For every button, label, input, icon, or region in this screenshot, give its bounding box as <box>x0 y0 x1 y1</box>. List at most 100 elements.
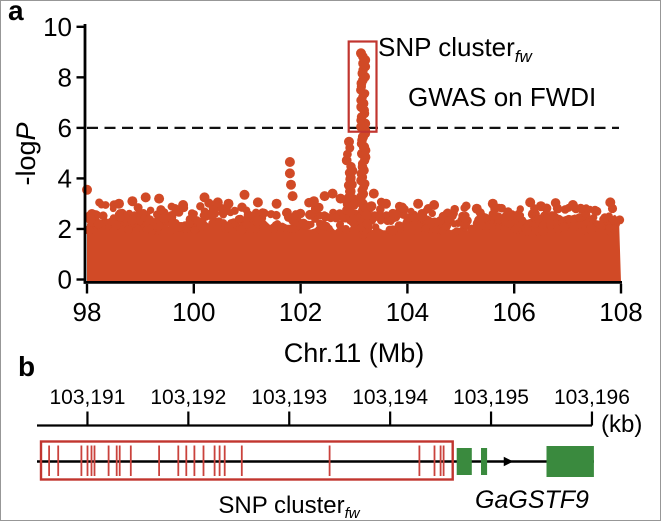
snp-point <box>123 214 131 222</box>
snp-point <box>159 213 168 223</box>
snp-point <box>488 211 497 220</box>
exon-box <box>481 448 488 475</box>
snp-point <box>282 207 292 218</box>
snp-point <box>362 218 373 229</box>
snp-point <box>156 205 166 215</box>
snp-point <box>169 211 176 218</box>
snp-point <box>348 200 359 211</box>
snp-point <box>461 201 471 211</box>
snp-point <box>588 215 596 223</box>
snp-point <box>290 225 298 234</box>
snp-point <box>252 197 263 208</box>
snp-point <box>308 196 319 207</box>
panel-b-letter: b <box>18 351 35 382</box>
snp-point <box>268 223 279 234</box>
snp-point <box>605 224 614 232</box>
snp-point <box>410 213 420 223</box>
snp-point <box>429 200 440 210</box>
y-tick-label: 8 <box>58 62 72 92</box>
kb-tick-label: 103,194 <box>352 386 428 409</box>
snp-point <box>251 208 261 217</box>
snp-point <box>344 136 354 147</box>
snp-point <box>452 227 461 236</box>
kb-tick-label: 103,193 <box>251 386 327 409</box>
snp-point <box>413 198 424 209</box>
snp-point <box>366 201 377 212</box>
snp-point <box>510 224 520 233</box>
snp-point <box>471 203 482 214</box>
snp-point <box>394 221 404 231</box>
snp-point <box>321 221 331 231</box>
y-tick-label: 2 <box>58 214 72 244</box>
snp-point <box>505 211 515 221</box>
snp-point <box>397 202 408 213</box>
snp-point <box>134 224 142 232</box>
snp-point <box>444 216 452 224</box>
snp-point <box>93 219 104 229</box>
snp-point <box>515 214 524 222</box>
snp-point <box>516 205 524 213</box>
snp-point <box>574 213 583 222</box>
snp-point <box>534 214 543 223</box>
snp-point <box>381 198 391 209</box>
snp-point <box>467 224 476 233</box>
snp-point <box>140 192 151 203</box>
snp-point <box>538 220 547 229</box>
y-axis-label: -logP <box>11 122 41 185</box>
snp-point <box>535 201 546 212</box>
snp-point <box>387 216 395 224</box>
snp-point <box>185 219 194 228</box>
snp-point <box>239 189 250 200</box>
snp-point <box>382 211 390 219</box>
snp-point <box>94 211 102 219</box>
snp-point <box>82 184 92 195</box>
snp-point <box>542 214 551 223</box>
peak-highlight-box <box>347 40 378 133</box>
snp-point <box>460 214 470 224</box>
snp-point <box>341 225 350 234</box>
snp-point <box>154 193 165 204</box>
snp-point <box>190 226 199 235</box>
snp-point <box>347 165 358 176</box>
snp-point <box>286 179 296 190</box>
snp-point <box>608 215 616 224</box>
snp-point <box>525 197 536 208</box>
snp-point <box>196 202 205 211</box>
snp-point <box>145 215 155 225</box>
snp-point <box>97 200 106 209</box>
snp-point <box>422 207 430 215</box>
y-tick-label: 10 <box>43 12 72 42</box>
snp-point <box>605 197 616 208</box>
snp-point <box>139 209 148 217</box>
snp-point <box>208 219 217 228</box>
snp-point <box>335 221 344 230</box>
snp-point <box>253 216 261 223</box>
snp-point <box>550 198 561 208</box>
snp-point <box>368 188 379 199</box>
snp-point <box>548 211 558 221</box>
snp-point <box>331 213 341 223</box>
snp-point <box>85 226 94 236</box>
snp-point <box>449 212 457 220</box>
snp-point <box>124 225 133 234</box>
y-tick-label: 6 <box>58 113 72 143</box>
snp-point <box>199 192 210 203</box>
x-axis-label: Chr.11 (Mb) <box>284 338 425 368</box>
snp-cluster-annotation: SNP clusterfw <box>378 32 534 66</box>
snp-point <box>267 210 275 218</box>
snp-point <box>107 217 115 226</box>
snp-point <box>321 211 328 219</box>
snp-point <box>209 205 218 214</box>
snp-point <box>559 222 569 232</box>
kb-tick-label: 103,191 <box>49 386 125 409</box>
snp-point <box>443 208 452 217</box>
x-tick-label: 102 <box>279 297 322 327</box>
exon-box <box>456 448 472 475</box>
snp-point <box>116 209 124 217</box>
snp-point <box>372 223 380 231</box>
snp-point <box>442 221 452 231</box>
kb-tick-label: 103,192 <box>150 386 226 409</box>
x-tick-label: 108 <box>599 297 642 327</box>
snp-point <box>114 198 124 209</box>
